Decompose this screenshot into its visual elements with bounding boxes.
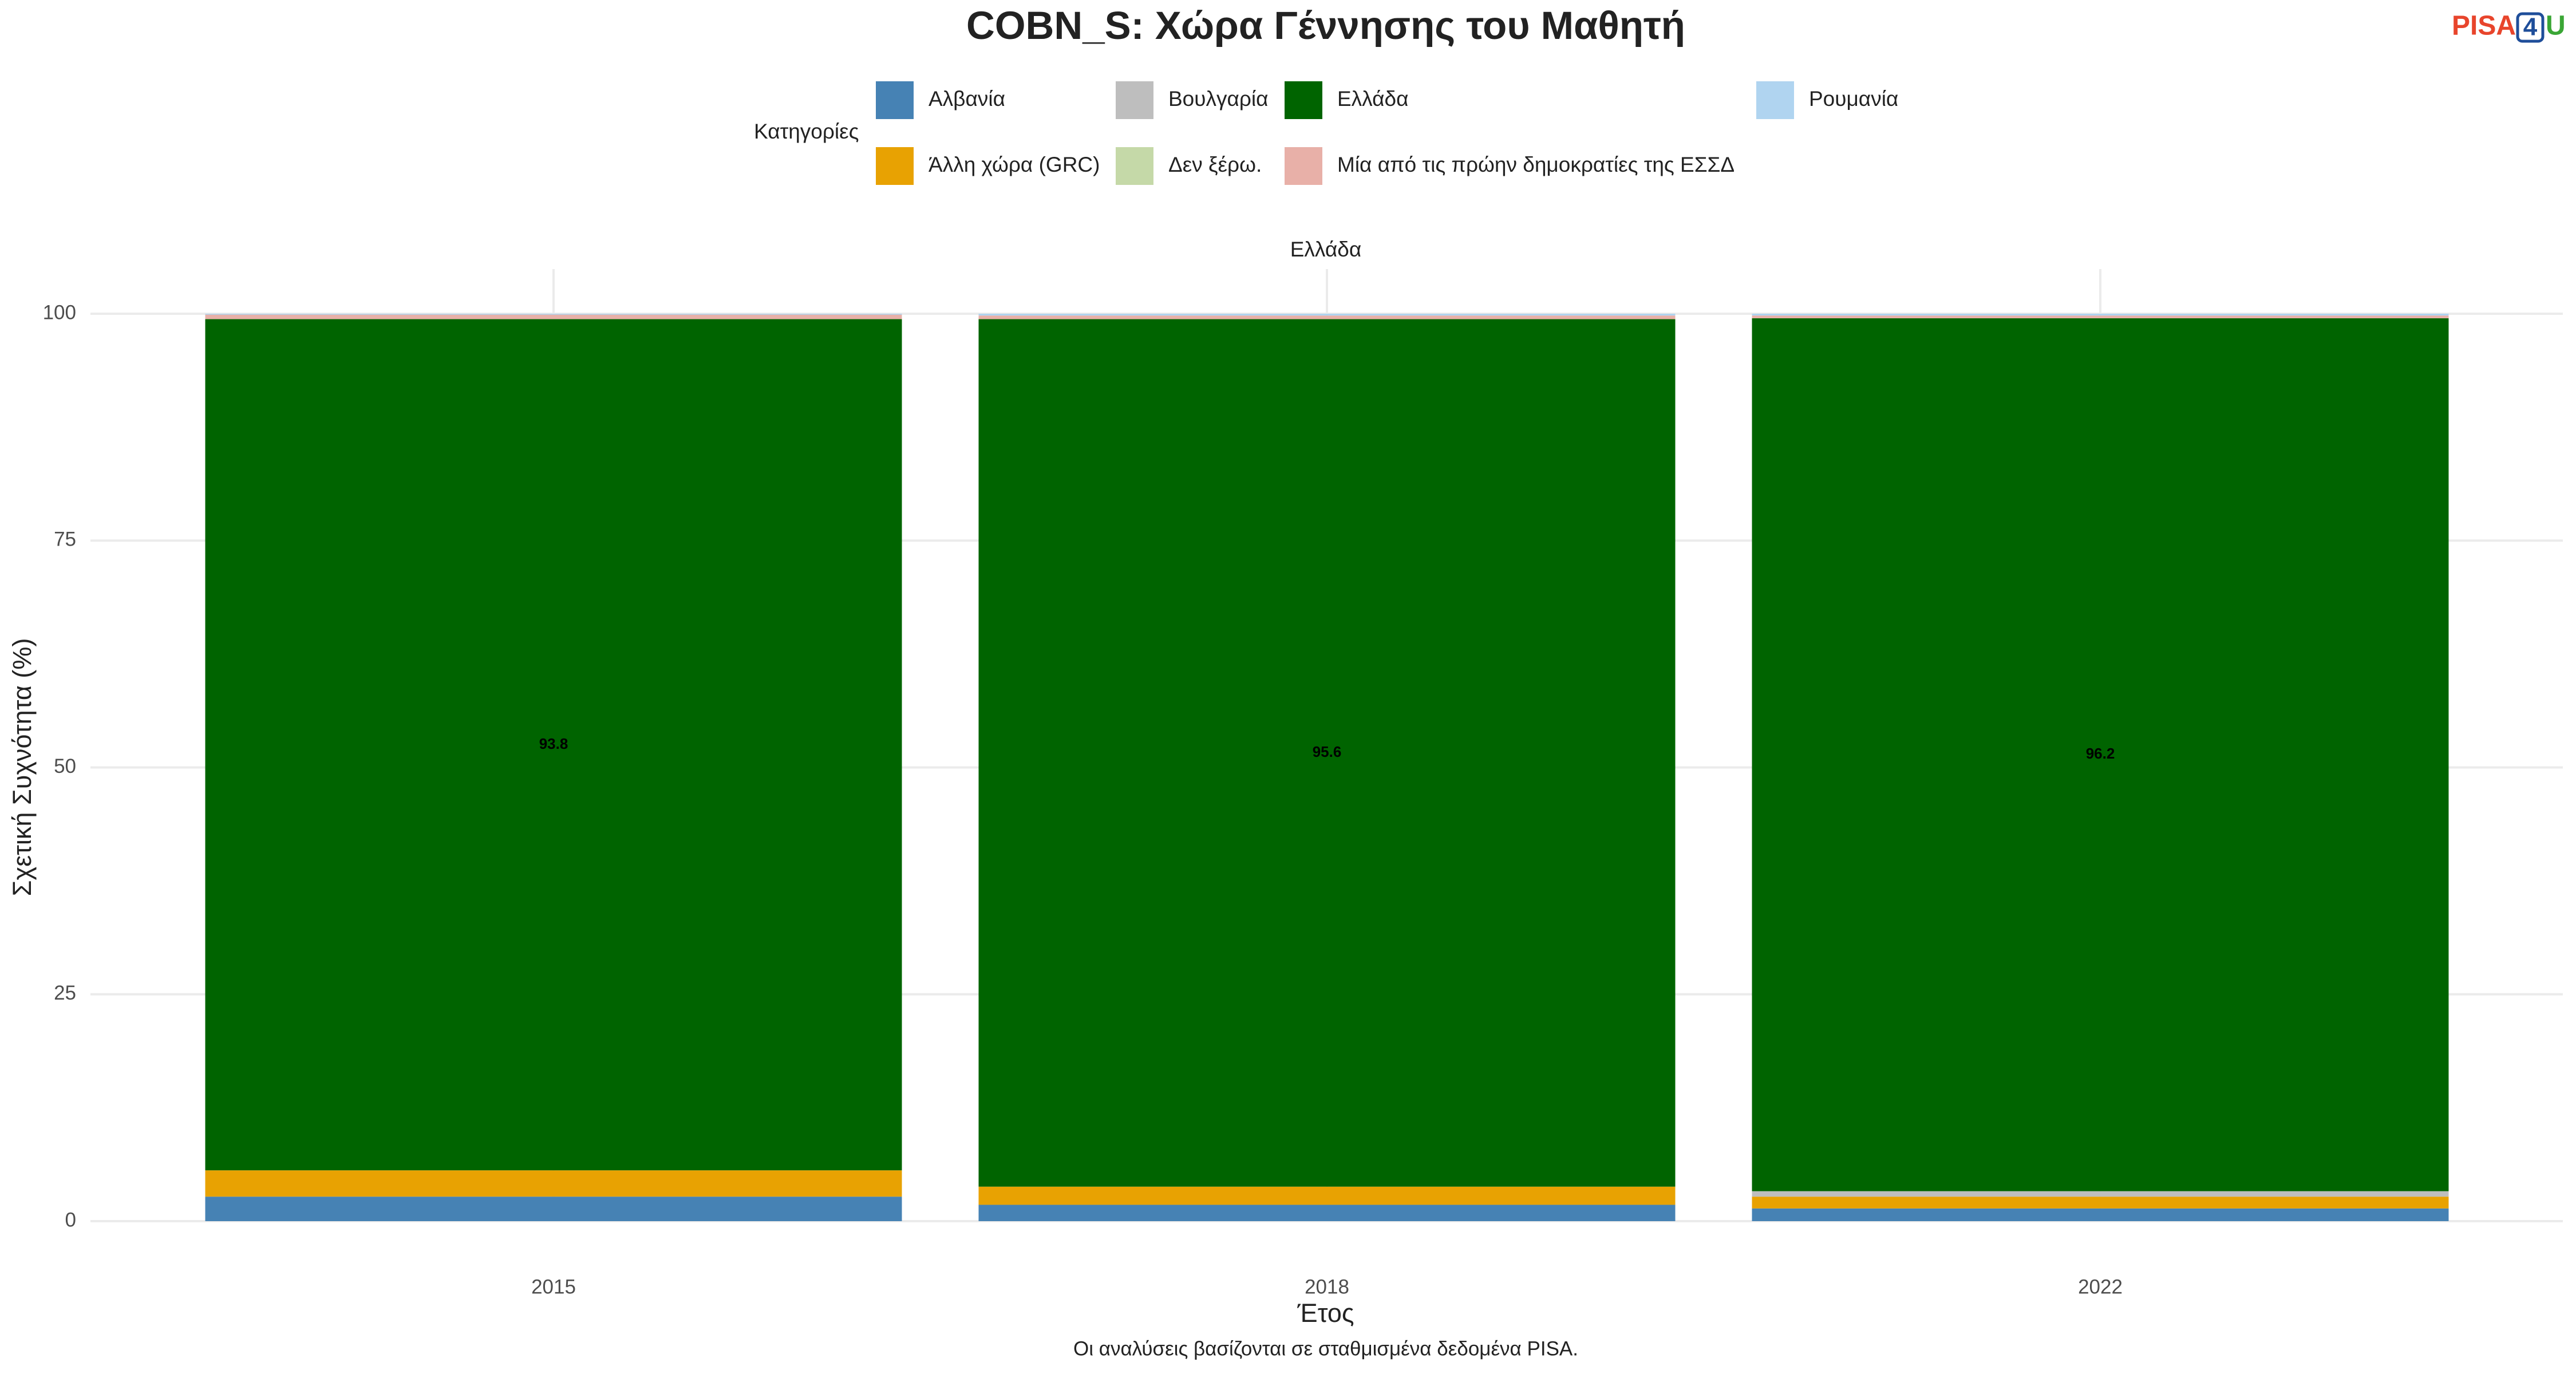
bar-segment <box>978 1205 1676 1221</box>
facet-label: Ελλάδα <box>1290 238 1362 261</box>
bar-segment <box>1752 315 2449 318</box>
y-axis-title: Σχετική Συχνότητα (%) <box>7 638 37 897</box>
bar-segment <box>205 1197 902 1221</box>
bar-segment <box>1752 314 2449 316</box>
legend-label: Ρουμανία <box>1809 87 1898 110</box>
data-label: 96.2 <box>2086 745 2115 762</box>
y-tick-label: 100 <box>43 301 76 323</box>
bar-segment <box>205 1170 902 1197</box>
logo: 4 <box>2523 13 2538 41</box>
logo: U <box>2546 11 2566 41</box>
legend-key <box>1116 81 1153 119</box>
y-tick-label: 0 <box>65 1209 76 1231</box>
legend-key <box>876 147 914 185</box>
bar-segment <box>978 314 1676 316</box>
legend-key <box>1756 81 1794 119</box>
legend-label: Άλλη χώρα (GRC) <box>929 153 1100 176</box>
bar-segment <box>978 319 1676 1187</box>
bar-segment <box>205 314 902 319</box>
legend-key <box>1285 81 1322 119</box>
legend-title: Κατηγορίες <box>754 120 859 143</box>
bar-segment <box>978 1186 1676 1205</box>
bar-segment <box>205 319 902 1171</box>
legend-label: Μία από τις πρώην δημοκρατίες της ΕΣΣΔ <box>1337 153 1735 176</box>
data-label: 95.6 <box>1313 743 1342 760</box>
logo-box <box>2516 12 2545 43</box>
x-tick-label: 2018 <box>1305 1276 1349 1298</box>
bar-segment <box>1752 1191 2449 1197</box>
legend-label: Ελλάδα <box>1337 87 1409 110</box>
y-tick-label: 75 <box>54 528 76 551</box>
logo: PISA <box>2452 11 2516 41</box>
bar-segment <box>978 315 1676 319</box>
caption: Οι αναλύσεις βασίζονται σε σταθμισμένα δ… <box>1073 1337 1578 1360</box>
legend-label: Δεν ξέρω. <box>1168 153 1262 176</box>
x-tick-label: 2022 <box>2078 1276 2123 1298</box>
y-tick-label: 50 <box>54 755 76 777</box>
bar-segment <box>1752 1197 2449 1209</box>
legend-key <box>1285 147 1322 185</box>
y-tick-label: 25 <box>54 982 76 1004</box>
legend-key <box>1116 147 1153 185</box>
legend-key <box>876 81 914 119</box>
x-tick-label: 2015 <box>531 1276 576 1298</box>
legend-label: Αλβανία <box>929 87 1005 110</box>
bar-segment <box>1752 1208 2449 1221</box>
bar-segment <box>205 314 902 315</box>
chart-title: COBN_S: Χώρα Γέννησης του Μαθητή <box>966 3 1685 48</box>
bar-segment <box>1752 318 2449 1191</box>
data-label: 93.8 <box>539 735 568 752</box>
x-axis-title: Έτος <box>1297 1298 1354 1328</box>
legend-label: Βουλγαρία <box>1168 87 1269 110</box>
